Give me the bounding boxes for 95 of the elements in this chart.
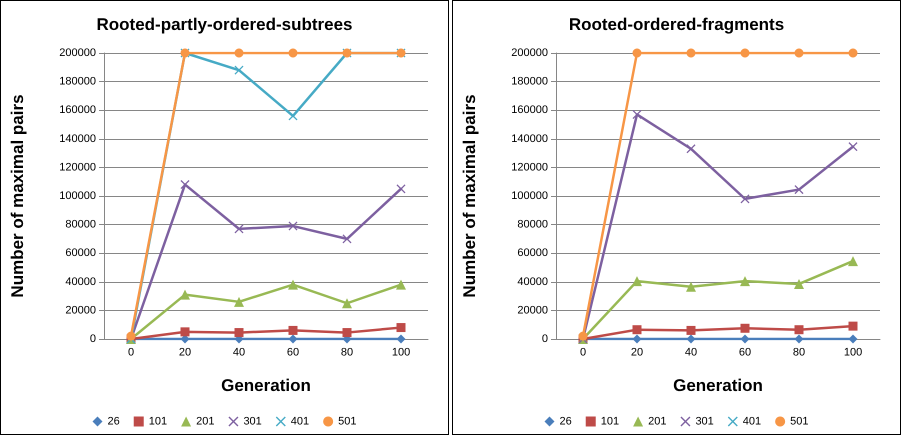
- x-tick-label: 80: [792, 346, 806, 358]
- legend-label: 301: [695, 416, 714, 428]
- y-tick-label: 100000: [59, 190, 96, 202]
- point: [632, 325, 642, 334]
- point: [632, 334, 642, 344]
- point: [288, 280, 298, 290]
- point: [848, 322, 858, 331]
- legend-label: 26: [560, 416, 572, 428]
- point: [342, 328, 352, 338]
- point: [234, 66, 244, 75]
- y-tick-label: 120000: [59, 161, 96, 174]
- x-tick-label: 60: [738, 346, 752, 358]
- point: [848, 256, 858, 266]
- legend-label: 101: [600, 416, 620, 428]
- point: [632, 276, 642, 286]
- point: [396, 184, 406, 194]
- y-tick-label: 160000: [59, 104, 96, 116]
- point: [288, 326, 298, 335]
- y-tick-label: 180000: [59, 76, 96, 88]
- y-tick-label: 180000: [511, 76, 548, 88]
- legend-label: 401: [290, 416, 310, 428]
- point: [578, 332, 588, 341]
- legend-label: 201: [196, 416, 214, 428]
- point: [396, 280, 406, 290]
- y-tick-label: 160000: [511, 104, 548, 116]
- point: [234, 296, 244, 307]
- point: [342, 298, 352, 308]
- x-tick-label: 20: [178, 346, 192, 358]
- x-tick-label: 100: [844, 346, 862, 358]
- legend-label: 401: [742, 416, 762, 428]
- chart-title: Rooted-ordered-fragments: [568, 15, 784, 34]
- legend-label: 501: [790, 416, 809, 428]
- y-tick-label: 200000: [511, 47, 548, 59]
- point: [848, 48, 858, 58]
- point: [686, 48, 696, 58]
- point: [632, 48, 642, 58]
- point: [686, 326, 696, 335]
- y-tick-label: 140000: [511, 132, 548, 145]
- point: [740, 334, 750, 344]
- x-tick-label: 60: [286, 346, 300, 358]
- point: [126, 332, 136, 341]
- y-tick-label: 20000: [517, 304, 548, 316]
- x-tick-label: 40: [232, 346, 246, 358]
- point: [288, 334, 298, 344]
- y-axis-title: Number of maximal pairs: [8, 94, 27, 298]
- point: [794, 278, 804, 289]
- y-tick-label: 80000: [517, 218, 548, 231]
- point: [848, 142, 858, 152]
- y-tick-label: 20000: [65, 304, 96, 316]
- point: [288, 48, 298, 58]
- y-tick-label: 60000: [65, 247, 96, 260]
- point: [794, 325, 804, 334]
- legend-label: 101: [148, 416, 168, 428]
- x-axis-title: Generation: [221, 376, 311, 395]
- x-tick-label: 40: [684, 346, 698, 358]
- y-tick-label: 140000: [59, 132, 96, 145]
- point: [794, 334, 804, 344]
- y-tick-label: 40000: [517, 276, 548, 288]
- point: [740, 194, 750, 204]
- legend-label: 201: [648, 416, 666, 428]
- y-tick-label: 0: [90, 333, 96, 345]
- y-tick-label: 40000: [65, 276, 96, 288]
- point: [794, 48, 804, 58]
- x-tick-label: 100: [392, 346, 410, 358]
- point: [848, 334, 858, 344]
- x-tick-label: 0: [580, 346, 586, 358]
- y-tick-label: 0: [542, 333, 548, 345]
- point: [396, 334, 406, 344]
- point: [396, 323, 406, 332]
- point: [740, 324, 750, 333]
- point: [234, 224, 244, 234]
- y-tick-label: 60000: [517, 247, 548, 260]
- legend-label: 501: [338, 416, 357, 428]
- y-tick-label: 200000: [59, 47, 96, 59]
- x-tick-label: 0: [128, 346, 134, 358]
- point: [234, 48, 244, 58]
- point: [740, 276, 750, 286]
- legend-label: 301: [243, 416, 262, 428]
- y-tick-label: 80000: [65, 218, 96, 231]
- point: [686, 282, 696, 292]
- x-axis-title: Generation: [673, 376, 763, 395]
- y-tick-label: 120000: [511, 161, 548, 174]
- y-axis-title: Number of maximal pairs: [460, 94, 479, 298]
- chart-title: Rooted-partly-ordered-subtrees: [96, 15, 352, 34]
- point: [686, 144, 696, 154]
- point: [234, 328, 244, 338]
- point: [180, 290, 190, 300]
- point: [740, 48, 750, 58]
- point: [686, 334, 696, 344]
- y-tick-label: 100000: [511, 190, 548, 202]
- point: [342, 234, 352, 244]
- legend-label: 26: [108, 416, 120, 428]
- x-tick-label: 80: [340, 346, 354, 358]
- x-tick-label: 20: [630, 346, 644, 358]
- point: [180, 327, 190, 336]
